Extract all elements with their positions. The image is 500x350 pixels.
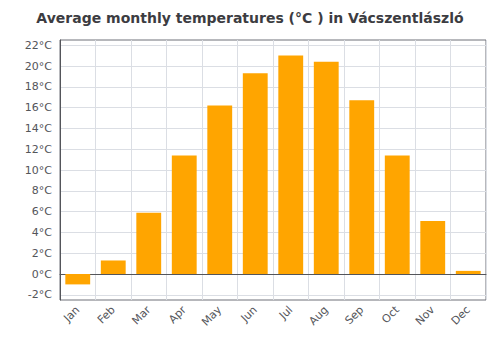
svg-text:8°C: 8°C xyxy=(32,184,52,197)
svg-text:18°C: 18°C xyxy=(25,80,52,93)
svg-text:4°C: 4°C xyxy=(32,226,52,239)
svg-text:Jul: Jul xyxy=(276,303,295,322)
svg-text:22°C: 22°C xyxy=(25,39,52,52)
svg-text:Sep: Sep xyxy=(343,303,367,327)
svg-text:2°C: 2°C xyxy=(32,247,52,260)
svg-text:May: May xyxy=(199,303,225,329)
svg-text:Jan: Jan xyxy=(60,303,82,325)
svg-text:12°C: 12°C xyxy=(25,143,52,156)
svg-text:Feb: Feb xyxy=(95,303,118,326)
svg-text:10°C: 10°C xyxy=(25,164,52,177)
svg-text:Aug: Aug xyxy=(306,303,330,327)
svg-text:-2°C: -2°C xyxy=(28,288,52,301)
svg-text:16°C: 16°C xyxy=(25,101,52,114)
svg-text:Oct: Oct xyxy=(379,303,402,326)
svg-text:0°C: 0°C xyxy=(32,268,52,281)
svg-text:Mar: Mar xyxy=(129,303,153,327)
svg-text:20°C: 20°C xyxy=(25,60,52,73)
svg-text:Jun: Jun xyxy=(238,303,260,325)
svg-text:14°C: 14°C xyxy=(25,122,52,135)
svg-text:Apr: Apr xyxy=(166,303,189,326)
svg-text:6°C: 6°C xyxy=(32,205,52,218)
svg-text:Average monthly temperatures (: Average monthly temperatures (°C ) in Vá… xyxy=(36,10,464,26)
svg-text:Nov: Nov xyxy=(413,303,438,328)
svg-text:Dec: Dec xyxy=(449,303,473,327)
